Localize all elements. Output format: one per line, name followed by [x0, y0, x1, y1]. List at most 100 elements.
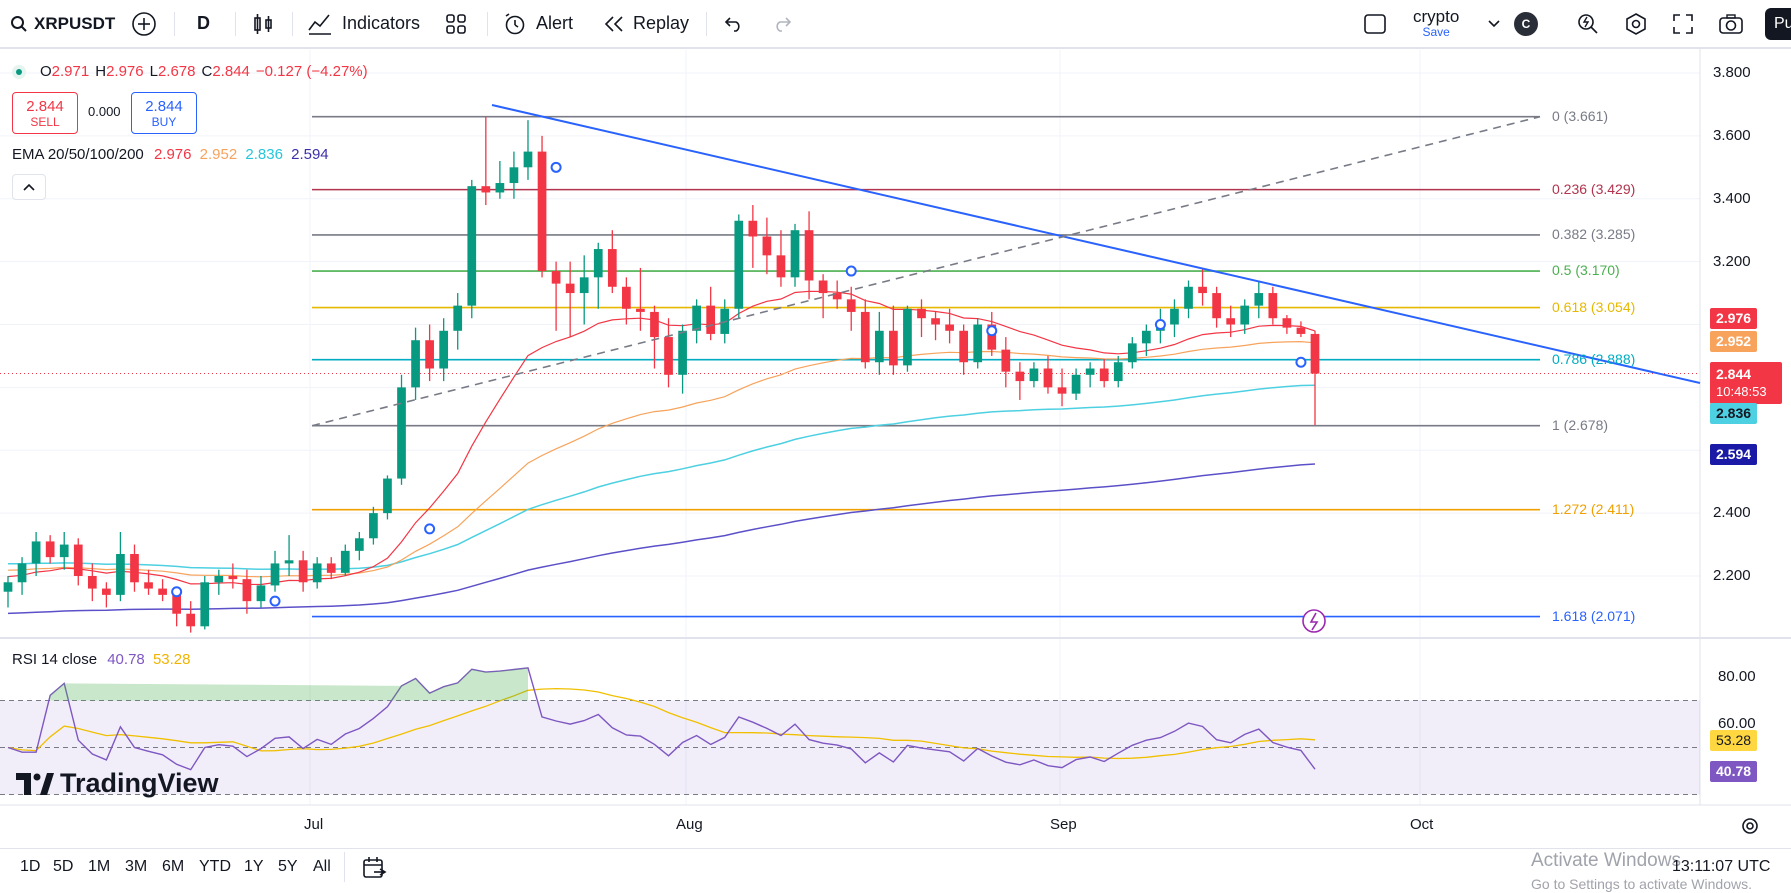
- axis-settings-button[interactable]: [1740, 816, 1760, 841]
- open-label: O: [40, 63, 52, 80]
- candle-body: [214, 576, 224, 583]
- candle-body: [45, 541, 55, 558]
- candle-body: [593, 249, 603, 278]
- range-button-all[interactable]: All: [313, 858, 331, 875]
- bar-countdown: 10:48:53: [1716, 384, 1767, 399]
- search-icon: [11, 15, 27, 32]
- windows-activation-title: Activate Windows: [1531, 850, 1681, 871]
- candle-body: [959, 330, 969, 363]
- symbol-search[interactable]: XRPUSDT: [10, 0, 115, 47]
- rsi-ma-value: 53.28: [152, 651, 191, 668]
- candle-body: [987, 324, 997, 350]
- candle-body: [1240, 305, 1250, 325]
- fullscreen-button[interactable]: [1672, 0, 1694, 47]
- range-button-1d[interactable]: 1D: [20, 858, 41, 875]
- avatar[interactable]: C: [1514, 0, 1538, 47]
- layout-dropdown-button[interactable]: [1487, 0, 1501, 47]
- indicators-button[interactable]: Indicators: [307, 0, 420, 47]
- sell-button[interactable]: 2.844 SELL: [12, 92, 78, 134]
- interval-button[interactable]: D: [197, 13, 210, 33]
- candle-body: [1085, 368, 1095, 375]
- candle-body: [1226, 318, 1236, 325]
- candle-body: [340, 550, 350, 573]
- redo-button[interactable]: [772, 0, 792, 47]
- candle-body: [116, 553, 125, 595]
- candle-body: [256, 585, 266, 602]
- event-marker: [269, 595, 281, 607]
- toolbar-divider: [344, 852, 345, 882]
- fullscreen-square-button[interactable]: [1363, 0, 1387, 47]
- range-button-1m[interactable]: 1M: [88, 858, 111, 875]
- undo-button[interactable]: [724, 0, 744, 47]
- candle-body: [790, 230, 800, 278]
- candle-body: [439, 330, 449, 369]
- candle-body: [692, 305, 701, 331]
- candle-body: [565, 283, 575, 294]
- buy-label: BUY: [151, 114, 177, 129]
- publish-button[interactable]: Pu: [1765, 0, 1791, 47]
- replay-button[interactable]: Replay: [603, 0, 689, 47]
- candle-body: [622, 286, 631, 309]
- ema-legend[interactable]: EMA 20/50/100/200 2.976 2.952 2.836 2.59…: [12, 146, 329, 163]
- candle-body: [369, 513, 378, 539]
- low-label: L: [149, 63, 158, 80]
- candle-body: [17, 563, 27, 583]
- range-button-5d[interactable]: 5D: [53, 858, 74, 875]
- collapse-legend-button[interactable]: [12, 174, 46, 200]
- range-button-1y[interactable]: 1Y: [244, 858, 264, 875]
- candle-body: [917, 308, 926, 319]
- compare-symbol-button[interactable]: [131, 0, 157, 47]
- templates-button[interactable]: [445, 0, 467, 47]
- candle-body: [158, 588, 167, 595]
- settings-button[interactable]: [1624, 0, 1648, 47]
- range-button-3m[interactable]: 3M: [125, 858, 148, 875]
- rsi-legend[interactable]: RSI 14 close 40.78 53.28: [12, 651, 190, 668]
- range-button-ytd[interactable]: YTD: [199, 858, 231, 875]
- grid-icon: [446, 13, 466, 34]
- avatar-letter: C: [1514, 11, 1538, 36]
- indicators-icon: [308, 13, 331, 35]
- chart-type-button[interactable]: [251, 0, 275, 47]
- bottom-toolbar: [0, 848, 1791, 893]
- ema200-price-tag: 2.594: [1710, 444, 1758, 465]
- layout-menu[interactable]: crypto Save: [1413, 0, 1459, 47]
- toolbar-divider: [292, 12, 293, 36]
- layout-save-status: Save: [1422, 25, 1450, 39]
- tradingview-logo[interactable]: TradingView: [16, 768, 219, 799]
- candle-body: [818, 280, 828, 294]
- candle-body: [186, 613, 196, 627]
- range-button-5y[interactable]: 5Y: [278, 858, 298, 875]
- fib-level-label: 0 (3.661): [1552, 107, 1609, 124]
- goto-date-button[interactable]: [362, 856, 388, 885]
- time-axis-label: Jul: [304, 816, 324, 833]
- ema100-price-tag: 2.836: [1710, 403, 1758, 424]
- candle-body: [467, 186, 477, 306]
- last-price-tag: 2.844 10:48:53: [1710, 362, 1782, 404]
- candle-body: [889, 330, 898, 366]
- candle-body: [537, 151, 547, 272]
- candle-body: [509, 167, 519, 184]
- event-marker: [550, 161, 562, 173]
- alert-button[interactable]: Alert: [503, 0, 573, 47]
- price-axis-label: 2.200: [1713, 567, 1751, 584]
- range-button-6m[interactable]: 6M: [162, 858, 185, 875]
- publish-label: Pu: [1765, 7, 1791, 40]
- buy-button[interactable]: 2.844 BUY: [131, 92, 197, 134]
- low-value: 2.678: [157, 63, 196, 80]
- candle-body: [551, 271, 561, 284]
- utc-clock[interactable]: 13:11:07 UTC: [1672, 858, 1771, 875]
- candle-body: [1099, 368, 1109, 382]
- ema50-line: [7, 340, 1316, 578]
- fib-level-label: 0.5 (3.170): [1552, 262, 1620, 279]
- quick-search-button[interactable]: [1576, 0, 1600, 47]
- candle-body: [1043, 368, 1053, 388]
- candle-body: [931, 318, 940, 325]
- candle-body: [1282, 318, 1292, 328]
- chevron-up-icon: [23, 183, 35, 191]
- candle-body: [1127, 343, 1137, 363]
- snapshot-button[interactable]: [1718, 0, 1744, 47]
- candle-body: [270, 563, 280, 586]
- fib-level-label: 1 (2.678): [1552, 416, 1609, 433]
- tradingview-logo-text: TradingView: [60, 768, 219, 798]
